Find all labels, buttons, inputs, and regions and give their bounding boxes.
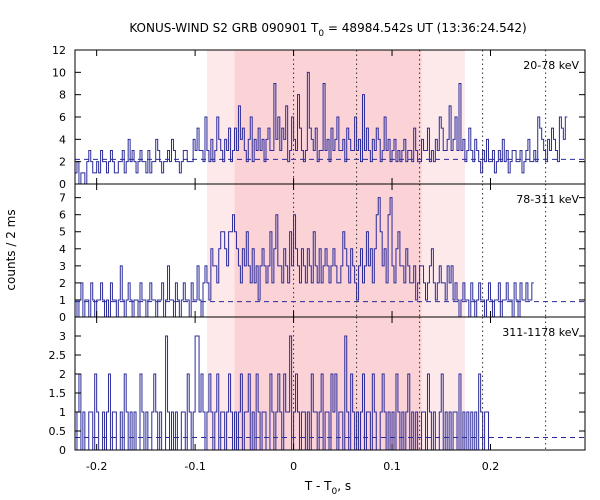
band-label: 20-78 keV <box>523 59 579 72</box>
band-label: 311-1178 keV <box>502 326 579 339</box>
y-axis-label: counts / 2 ms <box>4 209 18 290</box>
x-axis-ticks: -0.2 -0.1 0 0.1 0.2 <box>86 460 499 473</box>
band-label: 78-311 keV <box>516 193 579 206</box>
y-tick-label: 0.5 <box>49 425 67 438</box>
panel-frame <box>74 316 586 451</box>
x-tick-label: -0.2 <box>86 460 107 473</box>
y-tick-label: 0 <box>59 178 66 191</box>
y-tick-label: 6 <box>59 209 66 222</box>
panels <box>75 71 585 451</box>
y-tick-label: 2 <box>59 156 66 169</box>
x-tick-label: 0.1 <box>383 460 401 473</box>
y-tick-label: 1 <box>59 406 66 419</box>
panel-0 <box>75 71 585 185</box>
y-tick-label: 3 <box>59 330 66 343</box>
y-tick-label: 0 <box>59 311 66 324</box>
histogram-line <box>75 197 534 318</box>
panel-2 <box>75 335 585 451</box>
y-tick-label: 3 <box>59 260 66 273</box>
y-tick-label: 12 <box>52 44 66 57</box>
y-tick-label: 2 <box>59 368 66 381</box>
x-tick-label: -0.1 <box>184 460 205 473</box>
histogram-line <box>75 71 568 185</box>
x-axis-label: T - T0, s <box>304 479 351 497</box>
y-tick-label: 4 <box>59 133 66 146</box>
x-tick-label: 0 <box>290 460 297 473</box>
y-tick-label: 7 <box>59 192 66 205</box>
y-tick-label: 0 <box>59 444 66 457</box>
y-tick-label: 8 <box>59 89 66 102</box>
shaded-regions <box>206 50 465 450</box>
y-tick-label: 10 <box>52 66 66 79</box>
y-tick-label: 4 <box>59 243 66 256</box>
y-tick-label: 1.5 <box>49 387 67 400</box>
shaded-region-1 <box>234 50 422 450</box>
y-tick-label: 6 <box>59 111 66 124</box>
x-tick-label: 0.2 <box>482 460 500 473</box>
chart-title: KONUS-WIND S2 GRB 090901 T0 = 48984.542s… <box>129 21 526 39</box>
y-tick-label: 2.5 <box>49 349 67 362</box>
y-tick-label: 1 <box>59 294 66 307</box>
panel-1 <box>75 197 585 318</box>
y-tick-label: 2 <box>59 277 66 290</box>
y-tick-label: 5 <box>59 226 66 239</box>
